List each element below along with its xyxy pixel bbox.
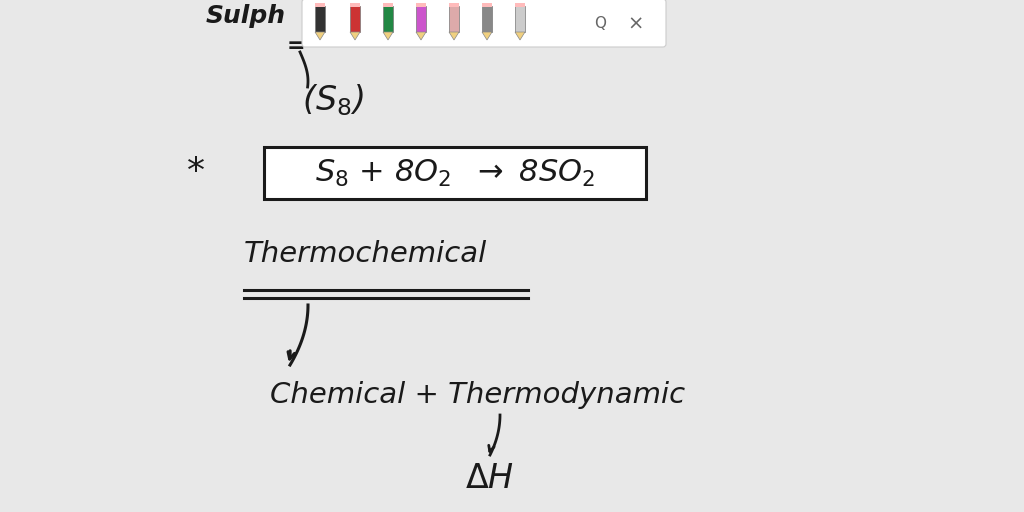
Polygon shape	[416, 32, 426, 40]
Bar	[416, 6, 426, 32]
FancyBboxPatch shape	[264, 147, 646, 199]
Bar	[449, 3, 459, 7]
Bar	[350, 3, 360, 7]
Bar	[315, 3, 325, 7]
Bar	[383, 3, 393, 7]
Text: *: *	[187, 155, 205, 189]
Polygon shape	[449, 32, 459, 40]
FancyBboxPatch shape	[302, 0, 666, 47]
Bar	[416, 3, 426, 7]
Polygon shape	[383, 32, 393, 40]
Bar	[482, 6, 492, 32]
Bar	[350, 6, 360, 32]
Text: ×: ×	[628, 14, 644, 33]
Bar	[515, 6, 525, 32]
Text: Q: Q	[594, 16, 606, 32]
Text: (S$_8$): (S$_8$)	[302, 82, 364, 118]
Text: $\Delta$H: $\Delta$H	[466, 461, 514, 495]
Polygon shape	[315, 32, 325, 40]
Polygon shape	[515, 32, 525, 40]
Polygon shape	[350, 32, 360, 40]
Text: Chemical + Thermodynamic: Chemical + Thermodynamic	[270, 381, 685, 409]
Bar	[383, 6, 393, 32]
Text: =: =	[287, 36, 305, 56]
Bar	[482, 3, 492, 7]
Bar	[515, 3, 525, 7]
Text: Thermochemical: Thermochemical	[244, 240, 487, 268]
Polygon shape	[482, 32, 492, 40]
Bar	[449, 6, 459, 32]
Text: Sulph: Sulph	[206, 4, 286, 28]
Text: S$_8$ + 8O$_2$  $\rightarrow$ 8SO$_2$: S$_8$ + 8O$_2$ $\rightarrow$ 8SO$_2$	[314, 158, 595, 188]
Bar	[315, 6, 325, 32]
